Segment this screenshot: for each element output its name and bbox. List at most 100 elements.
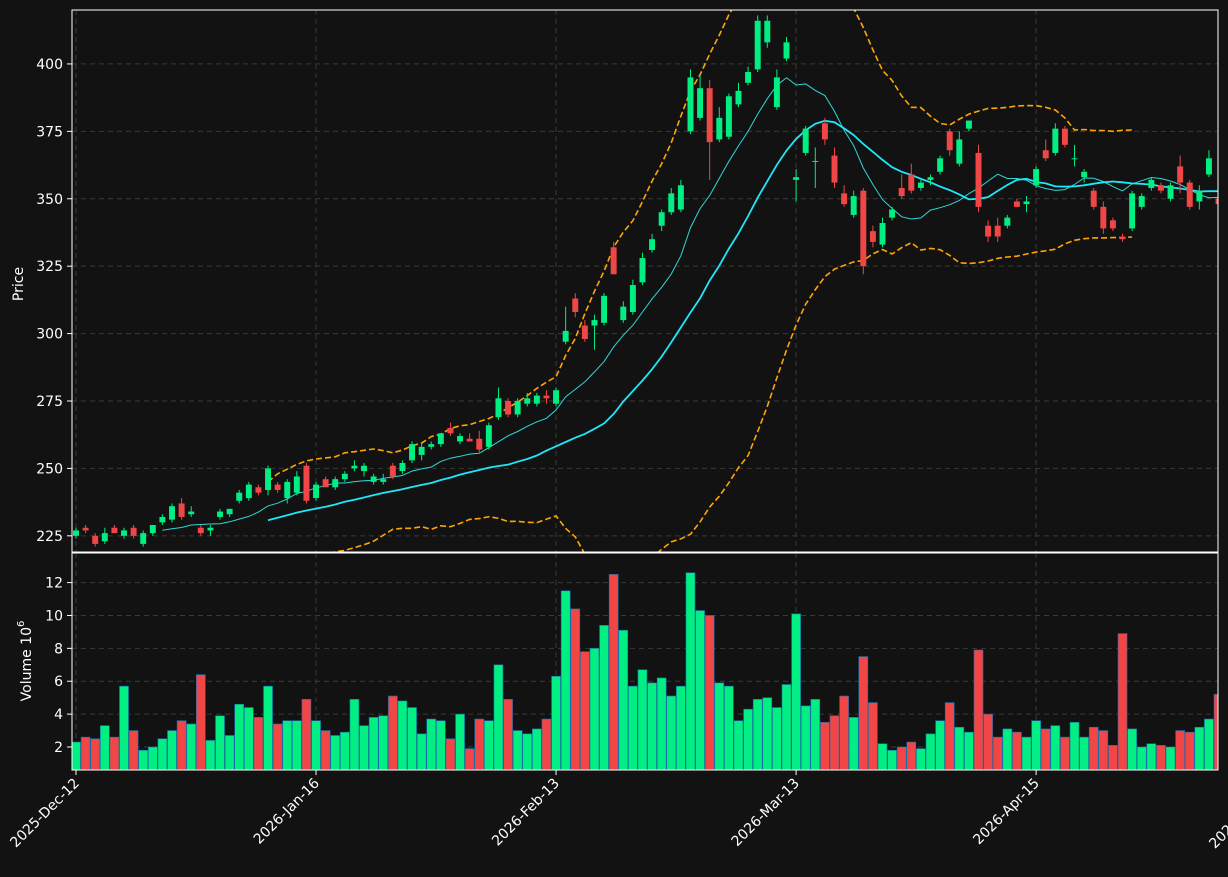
candle-body-up	[773, 77, 780, 108]
volume-bar-down	[1108, 745, 1118, 770]
candle-body-up	[658, 212, 665, 226]
candle-body-down	[1186, 182, 1193, 207]
volume-bar-down	[944, 702, 955, 770]
volume-bar-down	[176, 720, 187, 770]
candle-body-up	[965, 120, 972, 129]
volume-bar-up	[810, 699, 821, 770]
candle-body-down	[572, 298, 579, 313]
volume-bar-up	[656, 677, 667, 770]
volume-bar-up	[455, 713, 465, 770]
volume-bar-up	[282, 720, 293, 770]
candle-body-up	[754, 20, 761, 70]
volume-bar-up	[532, 728, 542, 770]
candle-body-up	[265, 468, 272, 490]
volume-bar-up	[628, 685, 638, 770]
volume-bar-up	[781, 684, 792, 770]
volume-bar-down	[820, 722, 830, 770]
candle-body-up	[1071, 158, 1078, 160]
volume-bar-up	[1165, 746, 1176, 770]
candle-body-up	[889, 209, 896, 218]
volume-bar-down	[1213, 694, 1218, 770]
candle-body-up	[207, 527, 214, 531]
volume-bar-down	[80, 736, 91, 770]
candle-body-down	[197, 527, 204, 534]
candle-body-down	[821, 123, 828, 140]
volume-bar-down	[503, 699, 513, 770]
price-tick-label: 300	[36, 327, 63, 343]
candle-body-up	[677, 185, 684, 210]
volume-bar-down	[896, 746, 907, 770]
candle-body-up	[533, 395, 540, 404]
candle-body-down	[1013, 201, 1020, 207]
candle-body-up	[850, 196, 857, 215]
candle-body-down	[706, 88, 713, 143]
volume-bar-up	[378, 715, 389, 770]
volume-axis-label-exponent: 6	[16, 621, 27, 627]
volume-bar-up	[99, 725, 110, 770]
volume-bar-up	[925, 733, 936, 770]
volume-bar-down	[580, 651, 590, 770]
volume-bar-up	[1021, 736, 1032, 770]
candle-body-down	[1109, 220, 1116, 229]
volume-bar-up	[1002, 728, 1013, 770]
candle-body-down	[1061, 128, 1068, 145]
bollinger-bands	[267, 10, 1133, 552]
price-tick-label: 400	[36, 57, 63, 73]
volume-bar-up	[493, 664, 504, 770]
volume-bar-up	[167, 730, 177, 770]
candle-body-up	[745, 72, 752, 83]
volume-bar-down	[196, 674, 206, 770]
volume-bar-up	[733, 720, 744, 770]
volume-bar-down	[608, 574, 619, 770]
price-tick-label: 250	[36, 461, 63, 477]
candle-body-down	[111, 527, 118, 534]
volume-bar-down	[1175, 730, 1185, 770]
volume-bar-down	[1040, 728, 1051, 770]
volume-bar-up	[522, 733, 533, 770]
candle-body-up	[783, 42, 790, 59]
volume-bar-up	[695, 610, 705, 770]
volume-bar-up	[407, 707, 417, 770]
candle-body-up	[716, 117, 723, 140]
candle-body-up	[927, 177, 934, 180]
candle-body-up	[169, 506, 175, 520]
price-plot-area	[73, 10, 1218, 552]
candle-body-down	[946, 131, 953, 151]
volume-bar-up	[954, 726, 965, 770]
volume-bar-down	[983, 713, 993, 770]
volume-bar-up	[72, 741, 81, 770]
candle-body-up	[159, 516, 166, 523]
candle-body-down	[831, 155, 838, 183]
volume-bar-up	[637, 669, 648, 770]
candle-body-down	[466, 438, 473, 442]
candle-body-down	[841, 193, 848, 205]
volume-bar-up	[935, 720, 945, 770]
candle-body-up	[668, 193, 675, 213]
panel-frames	[71, 9, 1219, 771]
volume-bar-up	[877, 743, 888, 770]
candle-body-down	[92, 535, 99, 544]
volume-bar-up	[916, 748, 926, 770]
candle-body-up	[341, 473, 348, 480]
candle-body-down	[505, 400, 512, 415]
volume-panel-frame	[71, 552, 1219, 771]
price-tick-label: 325	[36, 259, 63, 275]
volume-bar-up	[685, 572, 696, 770]
candle-body-up	[437, 433, 444, 445]
candle-body-up	[620, 306, 627, 321]
volume-bar-up	[224, 735, 235, 770]
candle-body-up	[591, 320, 598, 326]
price-axis-ticks: 225 250 275 300 325 350 375 400	[36, 57, 72, 545]
volume-bar-up	[800, 705, 811, 770]
candle-body-down	[322, 479, 329, 488]
candle-body-up	[140, 533, 147, 544]
price-panel-frame	[71, 9, 1219, 553]
volume-bars	[72, 572, 1218, 770]
candle-body-up	[370, 476, 377, 482]
volume-bar-up	[964, 731, 974, 770]
candle-body-up	[1081, 171, 1088, 178]
volume-bar-up	[1031, 720, 1041, 770]
candle-body-down	[476, 438, 483, 450]
volume-bar-up	[762, 697, 773, 770]
